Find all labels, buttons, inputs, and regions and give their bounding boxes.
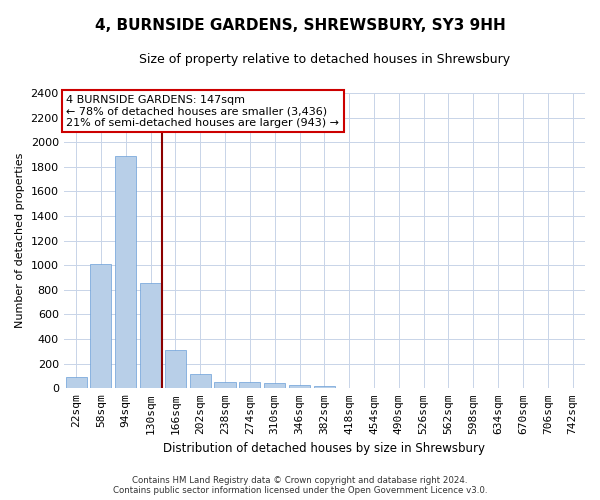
Bar bbox=[314, 386, 335, 388]
Bar bbox=[289, 385, 310, 388]
Bar bbox=[91, 264, 112, 388]
Bar bbox=[190, 374, 211, 388]
Bar bbox=[115, 156, 136, 388]
Bar bbox=[65, 377, 86, 388]
Bar bbox=[140, 282, 161, 389]
Text: 4 BURNSIDE GARDENS: 147sqm
← 78% of detached houses are smaller (3,436)
21% of s: 4 BURNSIDE GARDENS: 147sqm ← 78% of deta… bbox=[66, 94, 339, 128]
Title: Size of property relative to detached houses in Shrewsbury: Size of property relative to detached ho… bbox=[139, 52, 510, 66]
Y-axis label: Number of detached properties: Number of detached properties bbox=[15, 153, 25, 328]
Text: Contains HM Land Registry data © Crown copyright and database right 2024.
Contai: Contains HM Land Registry data © Crown c… bbox=[113, 476, 487, 495]
X-axis label: Distribution of detached houses by size in Shrewsbury: Distribution of detached houses by size … bbox=[163, 442, 485, 455]
Bar bbox=[214, 382, 236, 388]
Bar bbox=[165, 350, 186, 389]
Bar bbox=[264, 384, 285, 388]
Text: 4, BURNSIDE GARDENS, SHREWSBURY, SY3 9HH: 4, BURNSIDE GARDENS, SHREWSBURY, SY3 9HH bbox=[95, 18, 505, 32]
Bar bbox=[239, 382, 260, 388]
